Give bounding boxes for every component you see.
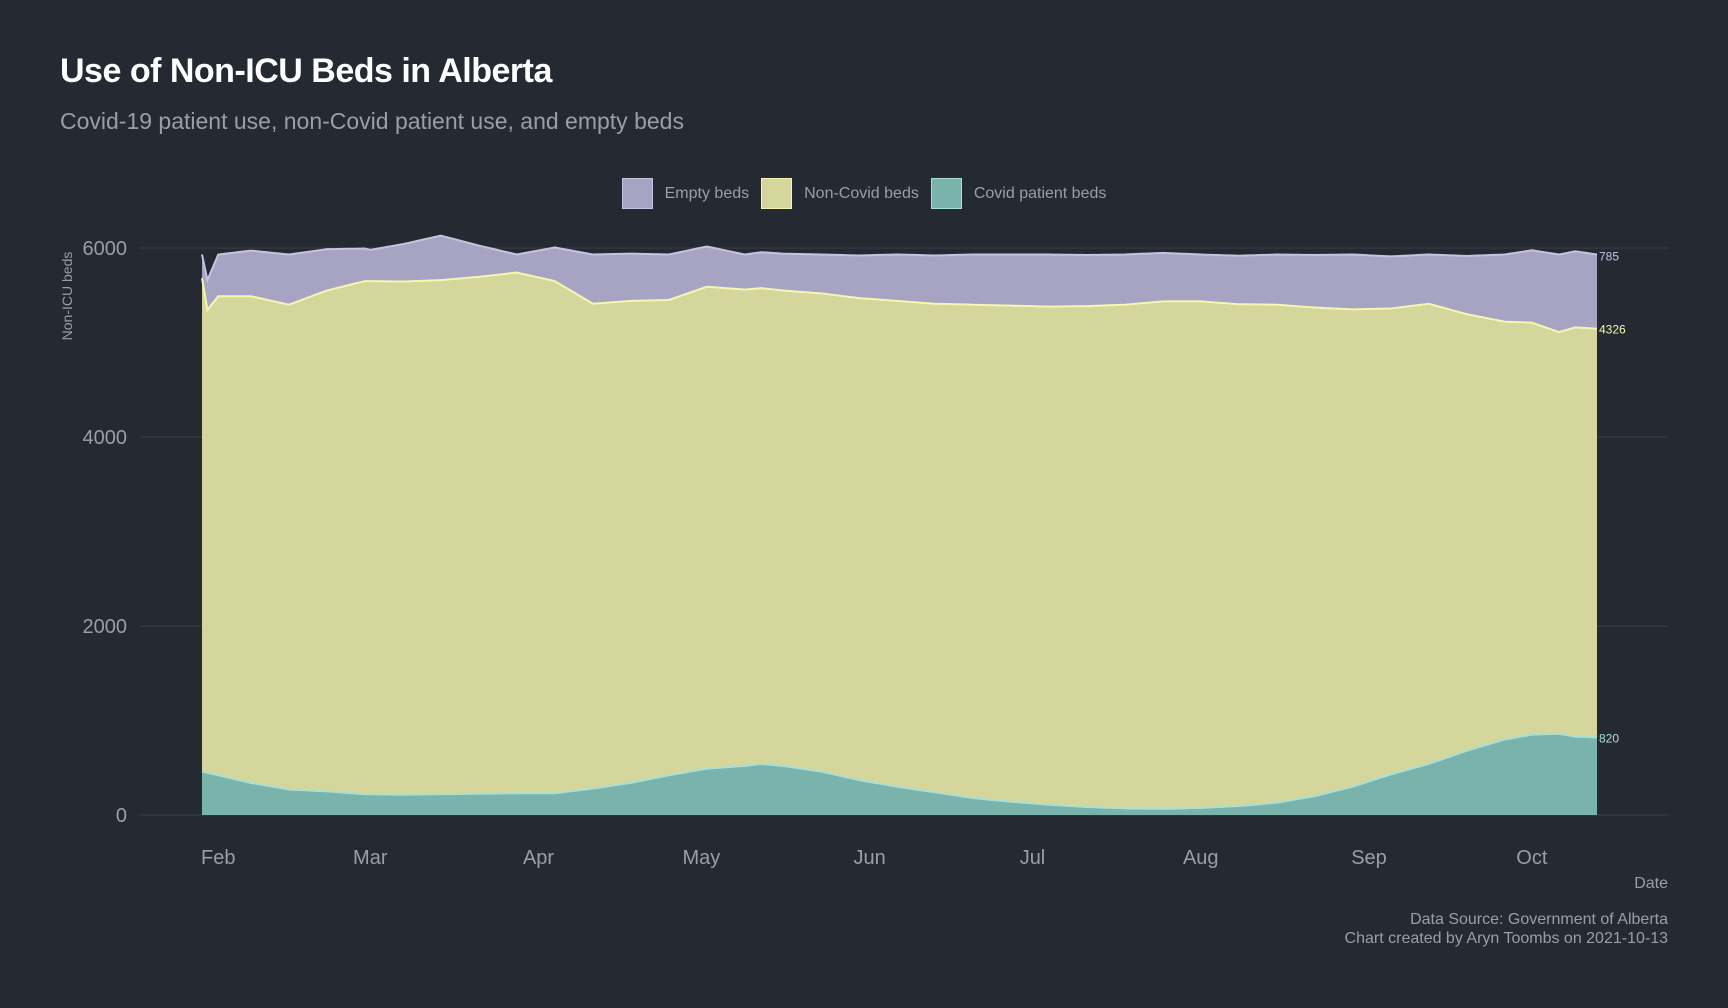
footer: Data Source: Government of Alberta Chart… (1345, 910, 1668, 948)
legend-label-empty-beds: Empty beds (664, 184, 750, 202)
area-layer (201, 234, 1598, 815)
x-tick-label-oct: Oct (1516, 847, 1548, 869)
x-tick-label-apr: Apr (523, 847, 554, 869)
line-covid-beds (201, 732, 1598, 810)
end-label-layer: 785 4326 820 (1599, 250, 1626, 746)
x-tick-label-mar: Mar (353, 847, 388, 869)
x-tick-label-sep: Sep (1351, 847, 1387, 869)
legend-item-noncovid-beds: Non-Covid beds (761, 178, 919, 209)
legend-swatch-covid-beds (930, 178, 962, 209)
x-tick-label-may: May (682, 847, 720, 869)
x-tick-label-jun: Jun (854, 847, 886, 869)
legend-swatch-empty-beds (621, 178, 653, 209)
legend: Empty beds Non-Covid beds Covid patient … (0, 178, 1728, 209)
chart-title: Use of Non-ICU Beds in Alberta (60, 52, 552, 90)
y-tick-label-0: 0 (116, 805, 127, 827)
area-noncovid-beds (202, 272, 1597, 809)
x-tick-label-jul: Jul (1020, 847, 1046, 869)
end-label-empty-beds: 785 (1599, 250, 1619, 264)
legend-label-covid-beds: Covid patient beds (973, 184, 1107, 202)
y-axis-title: Non-ICU beds (59, 252, 75, 341)
chart-subtitle: Covid-19 patient use, non-Covid patient … (60, 108, 684, 134)
end-label-noncovid-beds: 4326 (1599, 323, 1626, 337)
x-axis-title: Date (1634, 875, 1668, 892)
y-tick-label-4000: 4000 (83, 427, 128, 449)
axis-layer: Non-ICU beds Date 0 2000 4000 6000 Feb Mar Apr… (59, 238, 1668, 892)
data-source: Data Source: Government of Alberta (1410, 911, 1668, 928)
legend-item-empty-beds: Empty beds (621, 178, 750, 209)
y-tick-label-2000: 2000 (83, 616, 128, 638)
legend-swatch-noncovid-beds (761, 178, 793, 209)
line-empty-beds (201, 234, 1598, 284)
area-empty-beds (202, 235, 1597, 333)
chart-credit: Chart created by Aryn Toombs on 2021-10-… (1344, 930, 1668, 947)
legend-label-noncovid-beds: Non-Covid beds (804, 184, 919, 202)
x-tick-label-aug: Aug (1183, 847, 1219, 869)
legend-item-covid-beds: Covid patient beds (930, 178, 1107, 209)
line-noncovid-beds (201, 271, 1598, 334)
x-tick-label-feb: Feb (201, 847, 235, 869)
end-label-covid-beds: 820 (1599, 732, 1619, 746)
y-tick-label-6000: 6000 (83, 238, 128, 260)
area-covid-beds (202, 733, 1597, 815)
